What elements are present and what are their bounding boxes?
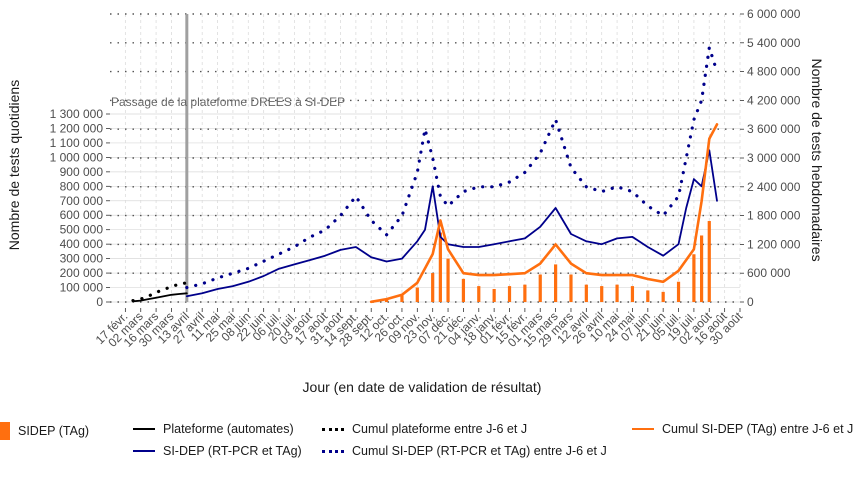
y-right-tick-label: 600 000 — [747, 266, 791, 280]
legend-swatch — [322, 449, 344, 453]
bar-sidep-tag — [461, 278, 466, 302]
legend-label: Cumul plateforme entre J-6 et J — [352, 422, 528, 436]
legend-label: Cumul SI-DEP (TAg) entre J-6 et J — [662, 422, 854, 436]
y-right-tick-label: 2 400 000 — [747, 180, 801, 194]
legend-label: SIDEP (TAg) — [18, 424, 90, 438]
bar-sidep-tag — [676, 281, 681, 302]
y-right-tick-label: 5 400 000 — [747, 36, 801, 50]
bar-sidep-tag — [554, 264, 558, 302]
y-right-tick-label: 3 000 000 — [747, 151, 801, 165]
series-plateforme — [132, 292, 188, 303]
y-axis-right-title: Nombre de tests hebdomadaires — [809, 58, 825, 261]
bar-sidep-tag — [438, 232, 442, 302]
bar-sidep-tag — [400, 295, 404, 302]
y-left-tick-label: 900 000 — [60, 165, 104, 179]
legend-item-sidep-rtpcr: SI-DEP (RT-PCR et TAg) — [133, 444, 302, 458]
y-left-tick-label: 600 000 — [60, 208, 104, 222]
bar-sidep-tag — [707, 221, 711, 302]
legend-swatch — [632, 428, 654, 430]
y-left-tick-label: 200 000 — [60, 266, 104, 280]
bar-sidep-tag — [584, 284, 588, 302]
y-right-tick-label: 1 800 000 — [747, 209, 801, 223]
bar-sidep-tag — [630, 286, 635, 302]
series-layer — [131, 45, 719, 304]
y-left-tick-label: 100 000 — [60, 281, 104, 295]
bar-sidep-tag — [661, 291, 665, 302]
legend-item-cumul-sidep-tag: Cumul SI-DEP (TAg) entre J-6 et J — [632, 422, 853, 436]
bar-sidep-tag — [615, 284, 619, 302]
bar-sidep-tag — [699, 235, 704, 302]
legend-label: Cumul SI-DEP (RT-PCR et TAg) entre J-6 e… — [352, 444, 607, 458]
y-axis-left-title: Nombre de tests quotidiens — [6, 80, 22, 250]
y-right-tick-label: 0 — [747, 295, 754, 309]
legend-item-sidep-tag: SIDEP (TAg) — [0, 422, 89, 440]
x-axis-title: Jour (en date de validation de résultat) — [303, 379, 542, 395]
bar-sidep-tag — [692, 254, 696, 302]
legend-swatch — [133, 428, 155, 430]
series-cumul-plateforme — [131, 281, 189, 303]
y-axis-right: 0 600 000 1 200 000 1 800 000 2 400 000 3 000… — [740, 7, 801, 309]
y-left-tick-label: 1 300 000 — [50, 107, 104, 121]
grid — [110, 13, 741, 303]
series-cumul-sidep-rtpcr — [185, 45, 719, 290]
y-left-tick-label: 500 000 — [60, 223, 104, 237]
y-left-tick-label: 400 000 — [60, 237, 104, 251]
y-left-tick-label: 1 200 000 — [50, 121, 104, 135]
legend-swatch — [133, 450, 155, 452]
legend-swatch — [322, 427, 344, 431]
legend-item-plateforme: Plateforme (automates) — [133, 422, 294, 436]
legend-label: Plateforme (automates) — [163, 422, 294, 436]
y-right-tick-label: 4 800 000 — [747, 65, 801, 79]
legend: SIDEP (TAg) Plateforme (automates) Cumul… — [0, 418, 864, 468]
bar-sidep-tag — [646, 290, 650, 302]
bar-sidep-tag — [492, 288, 496, 302]
y-left-tick-label: 1 000 000 — [50, 150, 104, 164]
bar-sidep-tag — [600, 286, 604, 302]
bar-sidep-tag — [446, 258, 450, 302]
bar-sidep-tag — [384, 299, 389, 302]
y-left-tick-label: 700 000 — [60, 194, 104, 208]
y-left-tick-label: 0 — [96, 295, 103, 309]
bar-sidep-tag — [523, 284, 527, 302]
series-cumul-sidep-tag — [369, 123, 719, 304]
bar-sidep-tag — [507, 286, 512, 302]
y-left-tick-label: 800 000 — [60, 179, 104, 193]
y-right-tick-label: 1 200 000 — [747, 237, 801, 251]
series-sidep-rtpcr — [185, 149, 718, 298]
bar-sidep-tag — [569, 274, 573, 302]
annotation-label: Passage de la plateforme DREES à SI-DEP — [111, 95, 345, 109]
y-right-tick-label: 6 000 000 — [747, 7, 801, 21]
legend-item-cumul-sidep-rtpcr: Cumul SI-DEP (RT-PCR et TAg) entre J-6 e… — [322, 444, 607, 458]
legend-item-cumul-plateforme: Cumul plateforme entre J-6 et J — [322, 422, 527, 436]
y-left-tick-label: 1 100 000 — [50, 136, 104, 150]
y-left-tick-label: 300 000 — [60, 252, 104, 266]
bar-sidep-tag — [431, 273, 435, 302]
y-right-tick-label: 4 200 000 — [747, 93, 801, 107]
bar-sidep-tag — [538, 274, 542, 302]
bar-sidep-tag — [477, 286, 481, 302]
legend-label: SI-DEP (RT-PCR et TAg) — [163, 444, 302, 458]
legend-swatch — [0, 422, 10, 440]
bar-sidep-tag — [415, 287, 419, 302]
y-right-tick-label: 3 600 000 — [747, 122, 801, 136]
